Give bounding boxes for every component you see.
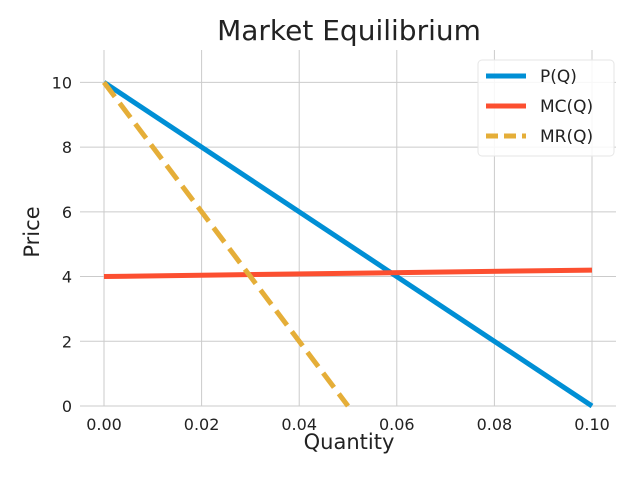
x-tick-label: 0.04 [281, 415, 317, 434]
tick-labels: 0.00 0.02 0.04 0.06 0.08 0.10 0 2 4 6 8 10 [52, 73, 610, 434]
x-tick-label: 0.08 [477, 415, 513, 434]
x-axis-label: Quantity [303, 430, 395, 454]
y-tick-label: 0 [62, 397, 72, 416]
y-tick-label: 6 [62, 203, 72, 222]
x-tick-label: 0.00 [86, 415, 122, 434]
legend-label: MC(Q) [540, 97, 593, 117]
x-tick-label: 0.06 [379, 415, 415, 434]
y-tick-label: 4 [62, 268, 72, 287]
x-tick-label: 0.10 [574, 415, 610, 434]
series-line [102, 80, 350, 408]
y-tick-label: 10 [52, 73, 72, 92]
legend-label: MR(Q) [540, 127, 593, 147]
series-line [102, 80, 594, 409]
series-line [103, 267, 593, 280]
legend-box [477, 59, 615, 157]
y-tick-label: 2 [62, 332, 72, 351]
x-tick-label: 0.02 [184, 415, 220, 434]
y-tick-label: 8 [62, 138, 72, 157]
legend-label: P(Q) [540, 67, 577, 87]
legend: P(Q) MC(Q) MR(Q) [477, 59, 615, 157]
series-lines [102, 80, 594, 409]
chart-title: Market Equilibrium [217, 14, 481, 47]
